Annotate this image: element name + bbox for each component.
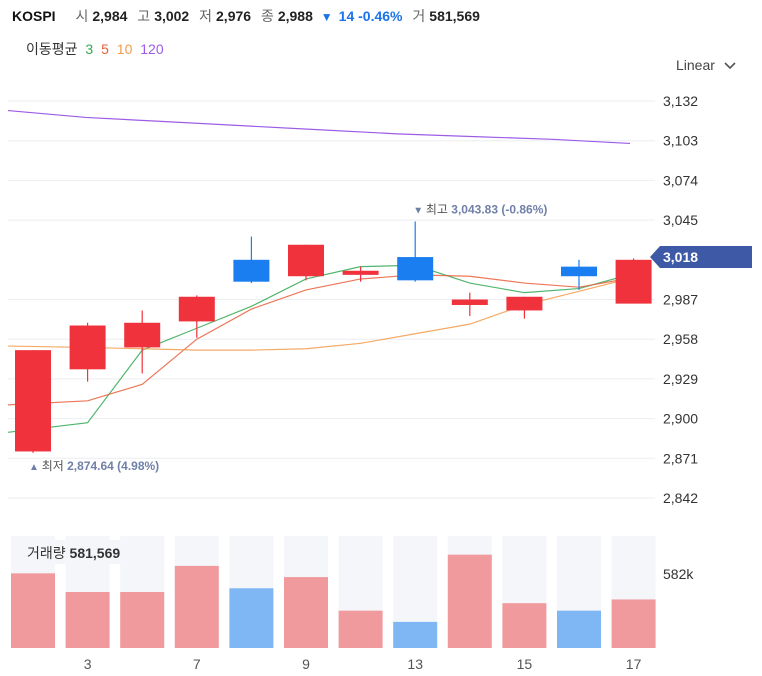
high-label: 고 <box>137 8 151 24</box>
candle-body[interactable] <box>451 299 488 305</box>
y-tick-label: 2,987 <box>663 292 698 308</box>
y-tick-label: 3,074 <box>663 172 698 188</box>
y-tick-label: 3,132 <box>663 93 698 109</box>
volume-bar[interactable] <box>65 592 110 648</box>
volume-bar[interactable] <box>338 610 383 648</box>
high-annotation-label: 최고 <box>426 202 451 216</box>
candle-body[interactable] <box>233 259 270 282</box>
low-annotation-label: 최저 <box>42 459 67 473</box>
y-tick-label: 3,045 <box>663 212 698 228</box>
y-tick-label: 3,103 <box>663 133 698 149</box>
volume-bar[interactable] <box>11 573 55 648</box>
volume-bar[interactable] <box>557 610 601 648</box>
candle-body[interactable] <box>288 244 324 277</box>
low-arrow-icon: ▲ <box>29 462 42 473</box>
open-label: 시 <box>75 8 89 24</box>
volume-label-bg <box>20 540 138 564</box>
candle-body[interactable] <box>506 296 543 311</box>
volume-bar[interactable] <box>284 577 328 648</box>
y-tick-label: 2,900 <box>663 411 698 427</box>
high-value: 3,002 <box>154 8 190 24</box>
volume-axis-label: 582k <box>663 566 694 582</box>
volume-bar[interactable] <box>611 599 656 648</box>
x-tick-label: 13 <box>407 656 423 672</box>
volume-panel: 거래량 581,569 582k <box>11 536 694 648</box>
low-value: 2,976 <box>216 8 252 24</box>
volume-panel-title: 거래량 581,569 <box>27 545 120 561</box>
candle-body[interactable] <box>15 350 51 452</box>
x-tick-label: 9 <box>302 656 310 672</box>
high-annotation: ▼ 최고 3,043.83 (-0.86%) <box>413 202 547 216</box>
ma-period-120[interactable]: 120 <box>140 41 164 57</box>
low-label: 저 <box>199 8 213 24</box>
y-tick-label: 2,958 <box>663 331 698 347</box>
volume-bar[interactable] <box>502 603 547 648</box>
open-value: 2,984 <box>92 8 128 24</box>
candle-body[interactable] <box>124 322 161 348</box>
ma-3-line <box>7 264 634 433</box>
x-tick-label: 15 <box>517 656 533 672</box>
current-price-tag: 3,018 <box>650 246 752 269</box>
candle-body[interactable] <box>397 257 434 281</box>
low-annotation: ▲ 최저 2,874.64 (4.98%) <box>29 459 159 473</box>
extreme-annotations: ▼ 최고 3,043.83 (-0.86%) ▲ 최저 2,874.64 (4.9… <box>29 202 547 472</box>
ma-period-5[interactable]: 5 <box>101 41 109 57</box>
candle-body[interactable] <box>615 259 652 304</box>
candlestick-series <box>15 221 652 453</box>
ma-legend-title: 이동평균 <box>26 41 78 57</box>
volume-bar[interactable] <box>447 554 492 648</box>
volume-value: 581,569 <box>429 8 480 24</box>
volume-bar[interactable] <box>393 621 438 648</box>
price-tag-shape <box>650 246 752 269</box>
quote-header: KOSPI 시 2,984 고 3,002 저 2,976 종 2,988 ▼ 14 -0… <box>12 6 480 26</box>
ma-period-10[interactable]: 10 <box>116 41 133 57</box>
down-arrow-icon: ▼ <box>320 10 333 24</box>
ma-5-line <box>7 274 634 406</box>
symbol-name: KOSPI <box>12 8 56 24</box>
y-tick-label: 2,929 <box>663 371 698 387</box>
scale-select[interactable]: Linear <box>676 57 737 73</box>
low-annotation-value: 2,874.64 (4.98%) <box>67 459 159 473</box>
volume-bar[interactable] <box>229 588 274 648</box>
x-tick-label: 3 <box>84 656 92 672</box>
volume-bar[interactable] <box>120 592 165 648</box>
volume-panel-value: 581,569 <box>70 545 121 561</box>
scale-select-value: Linear <box>676 57 715 73</box>
chevron-down-icon <box>724 62 736 70</box>
ma-legend: 이동평균 3 5 10 120 <box>26 39 168 59</box>
current-price-label: 3,018 <box>663 249 698 265</box>
date-axis: 3 7 9 13 15 17 <box>84 656 642 672</box>
high-annotation-value: 3,043.83 (-0.86%) <box>451 202 547 216</box>
candle-body[interactable] <box>69 325 106 370</box>
price-axis: 3,132 3,103 3,074 3,045 2,987 2,958 2,929 2,900… <box>663 93 698 506</box>
candle-body[interactable] <box>342 270 379 275</box>
close-value: 2,988 <box>277 8 313 24</box>
change-value: 14 -0.46% <box>338 8 403 24</box>
x-tick-label: 7 <box>193 656 201 672</box>
close-label: 종 <box>260 8 274 24</box>
volume-label: 거 <box>412 8 426 24</box>
ma-period-3[interactable]: 3 <box>85 41 94 57</box>
volume-bar[interactable] <box>174 565 219 648</box>
x-tick-label: 17 <box>626 656 642 672</box>
candle-body[interactable] <box>178 296 215 322</box>
ma-120-line <box>7 109 631 145</box>
candle-body[interactable] <box>561 266 597 277</box>
high-arrow-icon: ▼ <box>413 205 426 216</box>
volume-panel-label: 거래량 <box>27 545 70 561</box>
y-tick-label: 2,871 <box>663 450 698 466</box>
price-grid <box>8 100 655 499</box>
y-tick-label: 2,842 <box>663 490 698 506</box>
